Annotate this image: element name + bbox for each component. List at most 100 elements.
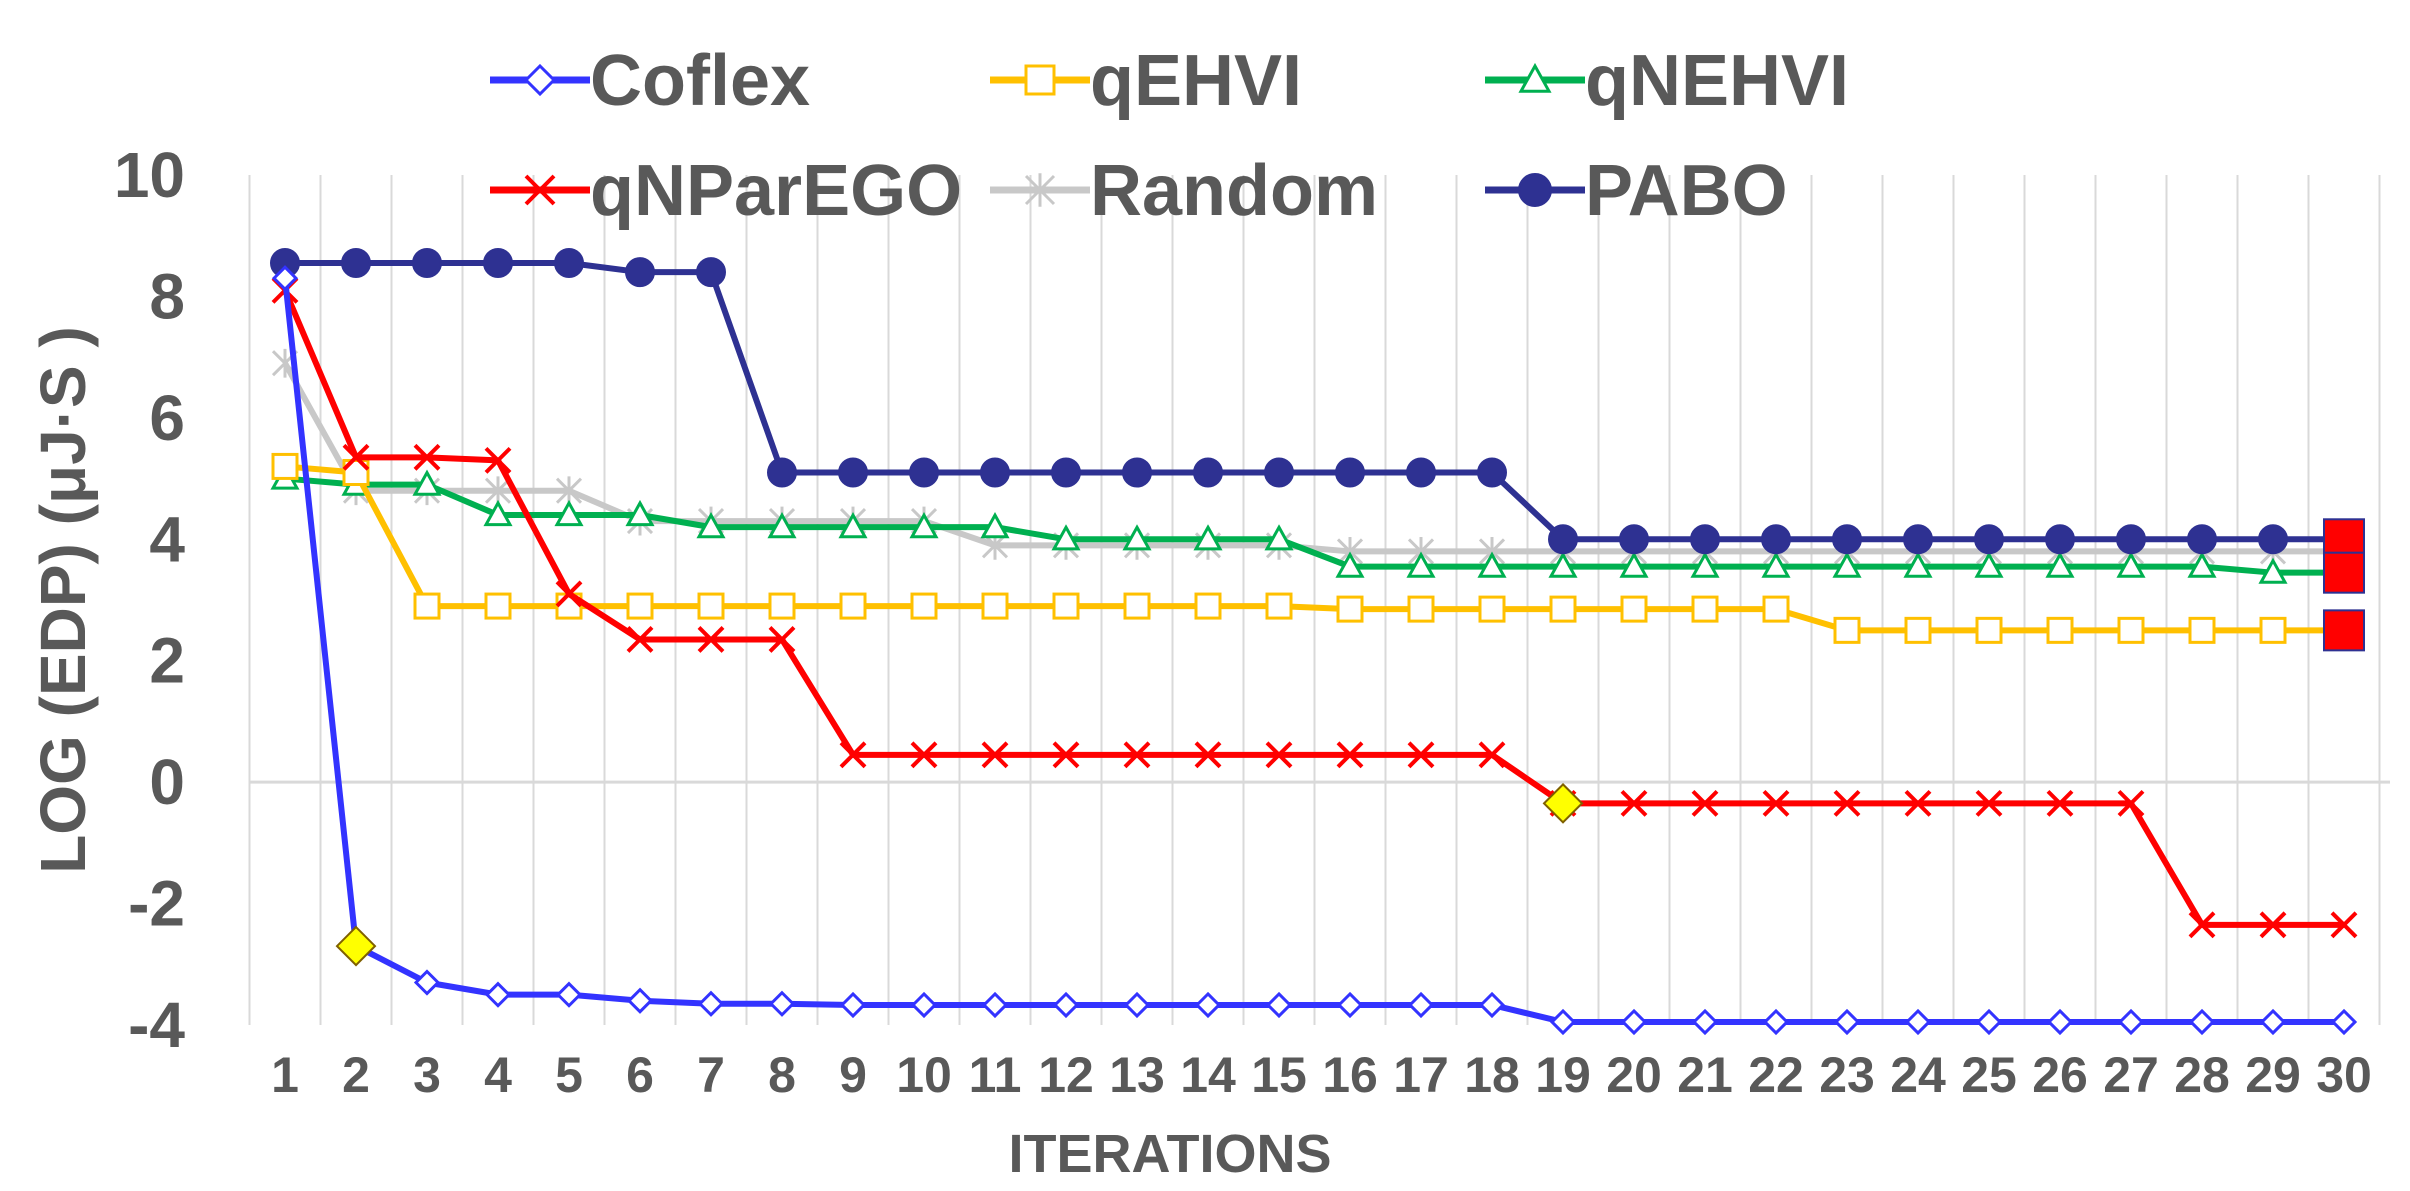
x-tick-label: 23: [1819, 1047, 1875, 1103]
x-tick-label: 5: [555, 1047, 583, 1103]
point-pabo: [909, 457, 939, 488]
highlight-coflex: [335, 925, 377, 967]
legend-item-random: Random: [990, 151, 1378, 231]
point-qnparego: [626, 626, 654, 653]
legend-label-random: Random: [1090, 151, 1378, 231]
point-qnehvi: [1335, 551, 1365, 578]
point-coflex: [1904, 1008, 1932, 1036]
point-qehvi: [1549, 595, 1577, 623]
point-coflex: [555, 981, 583, 1008]
x-tick-label: 25: [1961, 1047, 2017, 1103]
x-tick-label: 18: [1464, 1047, 1520, 1103]
gridlines: [248, 175, 2390, 1025]
point-coflex: [1620, 1008, 1648, 1036]
legend-item-coflex: Coflex: [490, 41, 810, 121]
point-coflex: [1478, 991, 1506, 1019]
point-qnparego: [910, 741, 938, 769]
point-qnehvi: [1406, 551, 1436, 578]
point-qnparego: [2330, 911, 2358, 939]
point-qehvi: [271, 452, 299, 480]
point-qnparego: [1975, 789, 2003, 817]
point-qnehvi: [554, 499, 584, 527]
point-qehvi: [1052, 592, 1080, 620]
point-coflex: [1336, 991, 1364, 1019]
point-coflex: [1123, 991, 1151, 1019]
point-pabo: [767, 457, 797, 488]
x-tick-label: 16: [1322, 1047, 1378, 1103]
series-line-qnehvi: [284, 475, 2344, 576]
legend-marker-coflex: [523, 63, 557, 97]
highlight-qehvi: [2323, 609, 2365, 652]
point-qnehvi: [2187, 551, 2217, 578]
point-qehvi: [697, 592, 725, 620]
series-qehvi: [271, 452, 2358, 644]
point-qnparego: [981, 741, 1009, 769]
point-pabo: [2258, 524, 2288, 555]
x-tick-label: 27: [2103, 1047, 2159, 1103]
point-coflex: [1052, 991, 1080, 1019]
x-tick-label: 2: [342, 1047, 370, 1103]
point-coflex: [839, 991, 867, 1019]
point-qehvi: [1762, 595, 1790, 623]
y-tick-label: 10: [114, 139, 185, 211]
x-tick-label: 26: [2032, 1047, 2088, 1103]
point-coflex: [1762, 1008, 1790, 1036]
point-qnparego: [839, 741, 867, 769]
legend-label-qnparego: qNParEGO: [590, 151, 962, 231]
point-pabo: [1051, 457, 1081, 488]
point-qehvi: [1407, 595, 1435, 623]
y-axis-ticks: -4 -2 0 2 4 6 8 10: [114, 139, 186, 1061]
point-coflex: [910, 991, 938, 1019]
point-qnehvi: [909, 512, 939, 539]
point-qehvi: [1194, 592, 1222, 620]
point-coflex: [2188, 1008, 2216, 1036]
x-tick-label: 10: [896, 1047, 952, 1103]
x-tick-label: 17: [1393, 1047, 1449, 1103]
x-tick-label: 4: [484, 1047, 512, 1103]
point-qnehvi: [1974, 551, 2004, 578]
point-coflex: [2046, 1008, 2074, 1036]
point-qehvi: [839, 592, 867, 620]
point-qnparego: [1052, 741, 1080, 769]
legend-label-qehvi: qEHVI: [1090, 41, 1302, 121]
point-qehvi: [1904, 616, 1932, 644]
point-qnparego: [1265, 741, 1293, 769]
point-coflex: [413, 969, 441, 996]
legend-label-coflex: Coflex: [590, 41, 810, 121]
legend-marker-pabo: [1518, 173, 1552, 207]
point-qehvi: [1336, 595, 1364, 623]
point-qnehvi: [767, 512, 797, 539]
point-pabo: [2187, 524, 2217, 555]
point-coflex: [271, 265, 299, 292]
point-qnparego: [1691, 789, 1719, 817]
point-qnehvi: [1832, 551, 1862, 578]
series-coflex: [271, 265, 2358, 1036]
point-qehvi: [2046, 616, 2074, 644]
point-qnehvi: [980, 512, 1010, 539]
point-pabo: [1122, 457, 1152, 488]
point-pabo: [554, 248, 584, 279]
legend-marker-random: [1024, 173, 1056, 207]
point-pabo: [1974, 524, 2004, 555]
legend-marker-qnparego: [524, 174, 556, 206]
point-coflex: [768, 990, 796, 1017]
point-qehvi: [413, 592, 441, 620]
point-qnehvi: [483, 499, 513, 527]
x-tick-label: 24: [1890, 1047, 1946, 1103]
point-qnparego: [697, 626, 725, 653]
x-axis-title: ITERATIONS: [1009, 1124, 1332, 1184]
point-pabo: [1548, 524, 1578, 555]
point-pabo: [1619, 524, 1649, 555]
legend-label-qnehvi: qNEHVI: [1585, 41, 1849, 121]
point-pabo: [1761, 524, 1791, 555]
point-qnehvi: [1193, 524, 1223, 551]
point-qnparego: [1336, 741, 1364, 769]
y-tick-label: 4: [149, 503, 185, 575]
point-pabo: [2045, 524, 2075, 555]
point-qehvi: [1123, 592, 1151, 620]
point-pabo: [980, 457, 1010, 488]
point-coflex: [2259, 1008, 2287, 1036]
x-tick-label: 15: [1251, 1047, 1307, 1103]
point-qehvi: [981, 592, 1009, 620]
